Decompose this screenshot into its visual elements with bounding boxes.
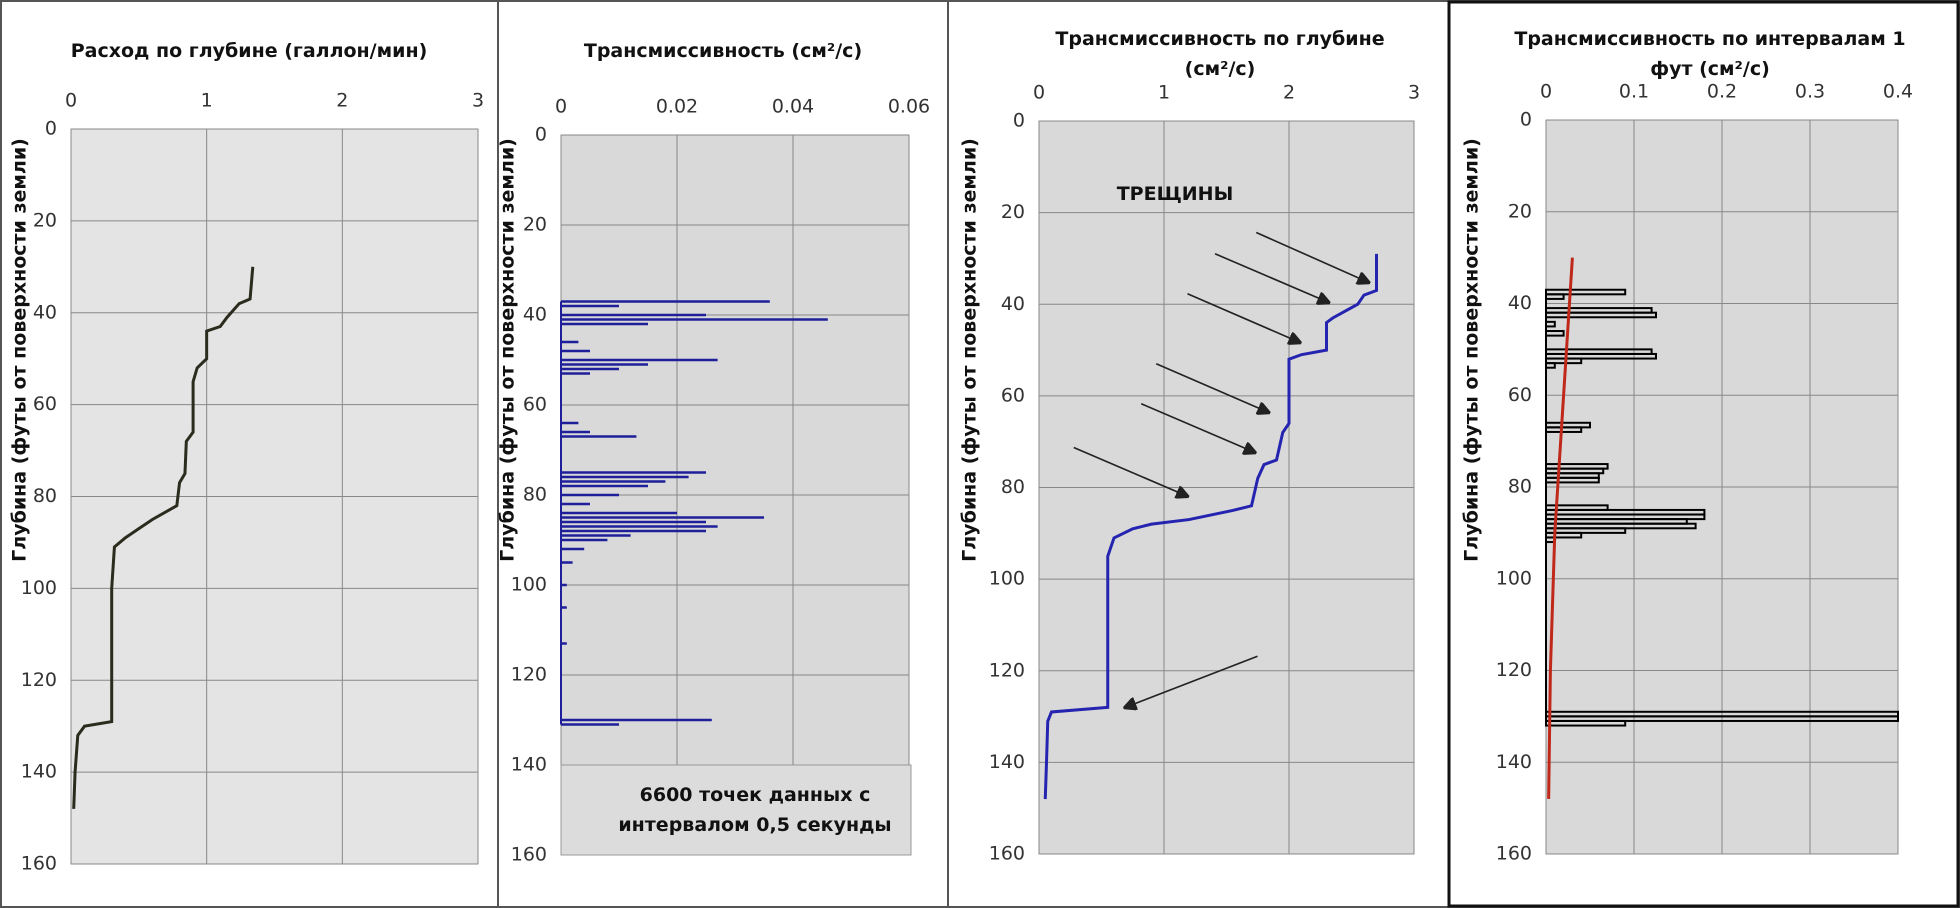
y-tick-label: 20 (1508, 200, 1532, 222)
arrow (1187, 293, 1301, 343)
x-tick-label: 3 (472, 90, 484, 112)
arrow (1125, 655, 1258, 707)
x-tick-label: 0.04 (772, 96, 814, 118)
y-tick-label: 60 (1001, 384, 1025, 406)
bar (1545, 719, 1627, 727)
x-tick-label: 0.2 (1707, 81, 1737, 103)
chart-title: Трансмиссивность (см²/с) (583, 40, 863, 62)
y-tick-label: 20 (1001, 201, 1025, 223)
x-tick-label: 0 (65, 90, 77, 112)
arrows (1073, 231, 1369, 708)
bar (1545, 531, 1583, 539)
bar (1545, 288, 1627, 296)
bar (1545, 352, 1657, 360)
y-tick-label: 120 (511, 664, 547, 686)
y-tick-label: 40 (1508, 292, 1532, 314)
x-tick-label: 0 (555, 96, 567, 118)
y-tick-label: 140 (1496, 751, 1532, 773)
y-tick-label: 60 (33, 393, 57, 415)
chart-title: Трансмиссивность по глубине (см²/с) (1055, 28, 1385, 80)
y-tick-label: 160 (21, 853, 57, 875)
x-tick-label: 0.06 (888, 96, 930, 118)
x-tick-label: 1 (201, 90, 213, 112)
bar (1545, 362, 1556, 369)
x-tick-label: 3 (1408, 82, 1420, 104)
bar (1545, 426, 1583, 433)
bar (1545, 715, 1899, 722)
y-axis-label: Глубина (футы от поверхности земли) (959, 138, 981, 562)
x-tick-label: 0 (1540, 81, 1552, 103)
y-tick-label: 100 (989, 568, 1025, 590)
chart-title: Расход по глубине (галлон/мин) (70, 40, 428, 62)
arrow (1073, 446, 1188, 497)
x-tick-label: 0 (1033, 82, 1045, 104)
x-tick-label: 0.4 (1883, 81, 1913, 103)
line (72, 266, 255, 809)
y-tick-label: 60 (1508, 384, 1532, 406)
bar (1545, 527, 1627, 534)
bar (1545, 330, 1565, 337)
y-tick-label: 100 (1496, 567, 1532, 589)
y-tick-label: 80 (33, 485, 57, 507)
y-tick-label: 40 (523, 304, 547, 326)
arrow (1214, 253, 1329, 303)
y-tick-label: 20 (523, 214, 547, 236)
y-tick-label: 60 (523, 394, 547, 416)
bar (1545, 476, 1600, 484)
chart-title: Трансмиссивность по интервалам 1 фут (см… (1514, 28, 1906, 80)
line (1547, 257, 1574, 799)
y-tick-label: 40 (33, 301, 57, 323)
arrow (1155, 363, 1269, 413)
y-tick-label: 120 (1496, 659, 1532, 681)
y-tick-label: 140 (21, 761, 57, 783)
y-axis-label: Глубина (футы от поверхности земли) (9, 138, 31, 562)
panel-frame (1447, 0, 1960, 908)
y-tick-label: 0 (535, 124, 547, 146)
y-tick-label: 80 (1508, 476, 1532, 498)
arrow (1255, 231, 1369, 283)
y-tick-label: 160 (989, 843, 1025, 865)
x-tick-label: 1 (1158, 82, 1170, 104)
bar (1545, 320, 1556, 328)
y-tick-label: 0 (1520, 109, 1532, 131)
y-tick-label: 140 (511, 754, 547, 776)
y-tick-label: 120 (989, 659, 1025, 681)
y-tick-label: 0 (45, 118, 57, 140)
y-tick-label: 140 (989, 751, 1025, 773)
x-tick-label: 2 (336, 90, 348, 112)
x-tick-label: 2 (1283, 82, 1295, 104)
y-tick-label: 40 (1001, 293, 1025, 315)
y-tick-label: 20 (33, 209, 57, 231)
arrow (1140, 403, 1255, 453)
y-tick-label: 100 (21, 577, 57, 599)
y-tick-label: 160 (511, 844, 547, 866)
y-tick-label: 80 (523, 484, 547, 506)
annotation: 6600 точек данных с интервалом 0,5 секун… (618, 784, 892, 836)
y-tick-label: 80 (1001, 476, 1025, 498)
annotation: ТРЕЩИНЫ (1116, 183, 1234, 205)
annotation-box (560, 764, 912, 856)
line (1043, 253, 1378, 800)
x-tick-label: 0.1 (1619, 81, 1649, 103)
x-tick-label: 0.3 (1795, 81, 1825, 103)
bar (1545, 311, 1657, 319)
y-tick-label: 160 (1496, 843, 1532, 865)
y-axis-label: Глубина (футы от поверхности земли) (1461, 138, 1483, 562)
y-tick-label: 100 (511, 574, 547, 596)
x-tick-label: 0.02 (656, 96, 698, 118)
y-axis-label: Глубина (футы от поверхности земли) (497, 138, 519, 562)
bar (1545, 357, 1583, 365)
y-tick-label: 120 (21, 669, 57, 691)
y-tick-label: 0 (1013, 110, 1025, 132)
bar (1545, 293, 1565, 300)
